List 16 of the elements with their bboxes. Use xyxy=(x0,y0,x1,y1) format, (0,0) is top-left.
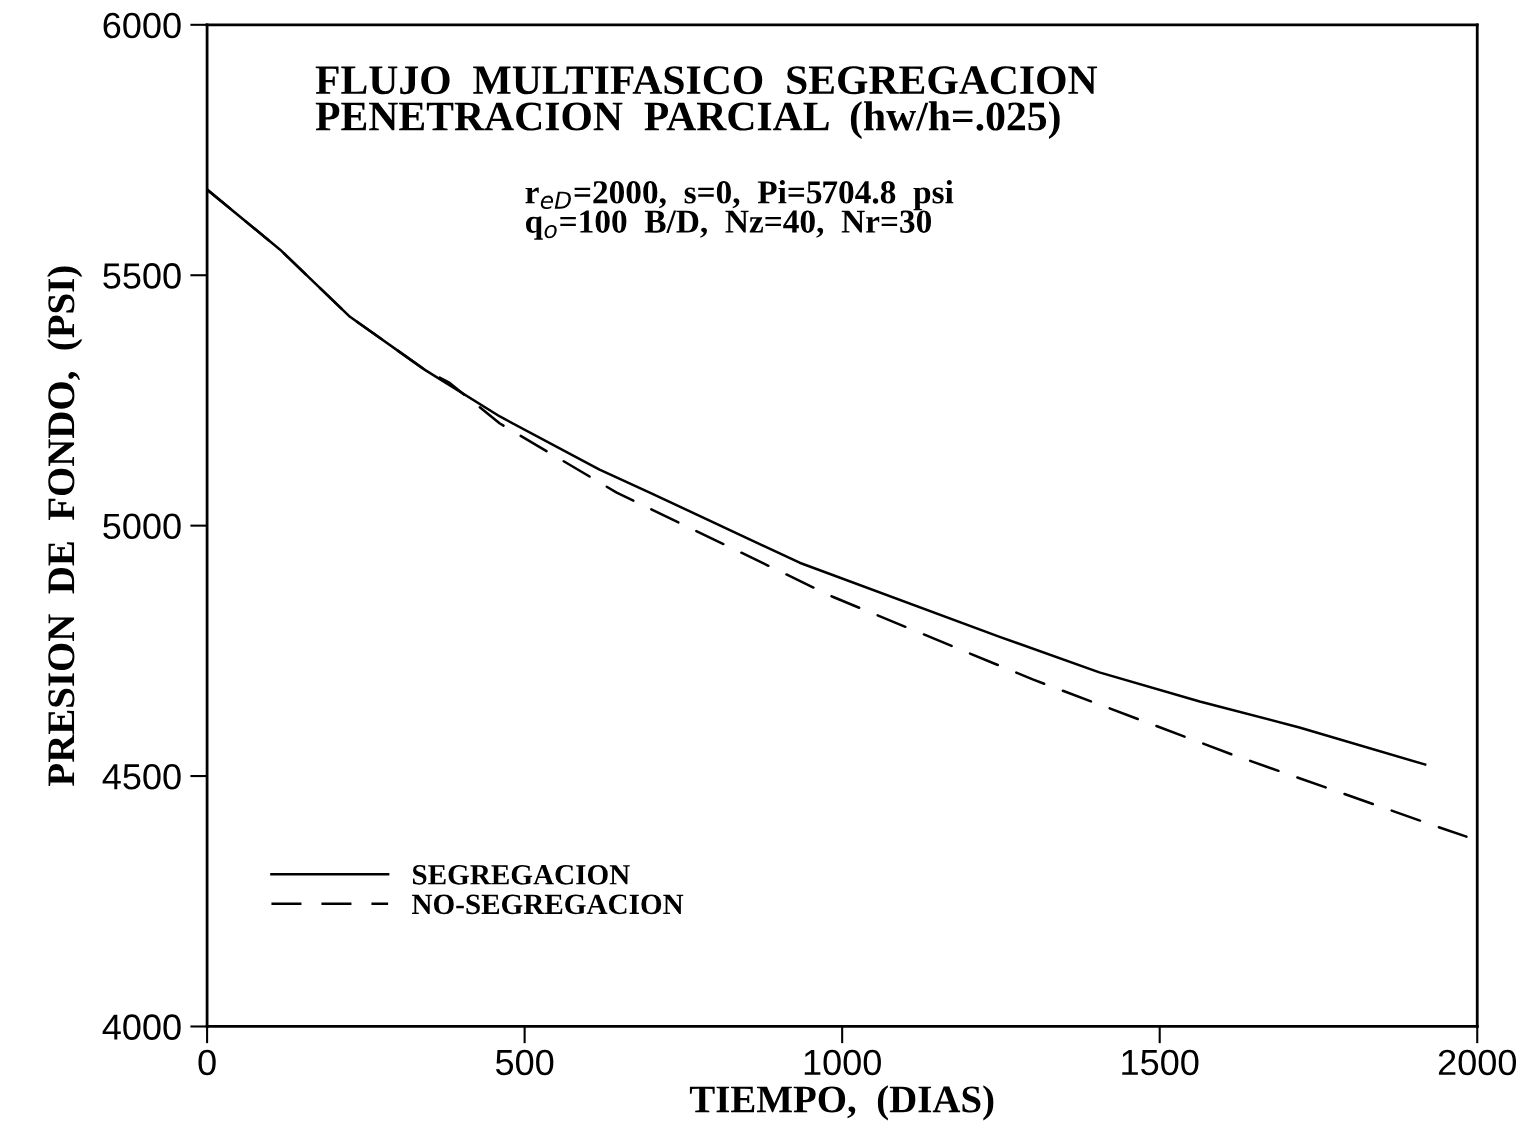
x-tick-label: 500 xyxy=(495,1049,554,1076)
legend-label: NO-SEGREGACION xyxy=(412,894,684,915)
x-tick-label: 0 xyxy=(198,1049,216,1076)
y-tick-label: 4000 xyxy=(102,1014,181,1040)
legend-label: SEGREGACION xyxy=(413,865,630,885)
x-tick-label: 1000 xyxy=(804,1049,881,1076)
annotation: r$_{eD}$=2000, s=0, Pi=5704.8 psi q$_{o}$=100 B/D, Nz=40, Nr=30 xyxy=(525,180,954,240)
text: FLUJO MULTIFASICO SEGREGACION PENETRACION PARCIAL (hw/h=.025) xyxy=(315,66,1098,140)
y-tick-label: 5000 xyxy=(103,513,181,540)
x-tick-label: 1500 xyxy=(1122,1049,1199,1076)
y-tick-label: 4500 xyxy=(102,763,181,790)
x-tick-label: 2000 xyxy=(1438,1049,1516,1076)
y-tick-label: 6000 xyxy=(103,12,181,39)
x-axis-title: TIEMPO, (DIAS) xyxy=(689,1085,994,1121)
y-axis-title: PRESION DE FONDO, (PSI) xyxy=(47,266,83,786)
y-tick-label: 5500 xyxy=(103,263,181,289)
